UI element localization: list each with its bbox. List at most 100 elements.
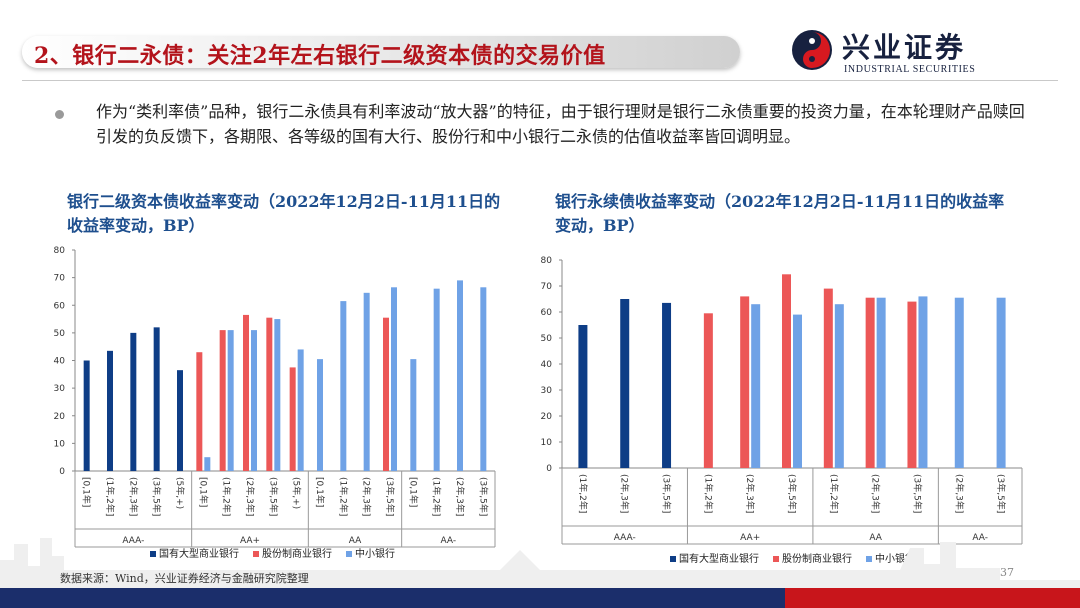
page-number: 37 bbox=[1000, 566, 1014, 579]
bar bbox=[83, 360, 90, 471]
x-group-label: AA bbox=[349, 536, 362, 546]
bar bbox=[620, 299, 630, 468]
legend-swatch bbox=[150, 551, 156, 557]
bar bbox=[457, 280, 463, 471]
title-band bbox=[22, 36, 740, 68]
perpetual-bond-chart: 0 10 20 30 40 50 60 70 80 (1年,2年] (2年,3年] (3年,5年] (1… bbox=[541, 256, 1023, 565]
x-category-label: (5年,+) bbox=[291, 477, 303, 509]
y-tick-label: 60 bbox=[541, 308, 553, 318]
page-title: 2、银行二永债：关注2年左右银行二级资本债的交易价值 bbox=[34, 43, 606, 69]
x-group-label: AA bbox=[869, 533, 882, 543]
x-category-label: (1年,2年] bbox=[221, 477, 233, 516]
city-skyline-decoration bbox=[0, 538, 1080, 588]
y-tick-label: 10 bbox=[54, 439, 66, 449]
bar bbox=[219, 330, 226, 471]
y-tick-label: 0 bbox=[59, 467, 65, 477]
y-tick-label: 70 bbox=[54, 274, 66, 284]
x-category-label: (3年,5年] bbox=[267, 477, 279, 516]
tier2-capital-bond-chart: 0 10 20 30 40 50 60 70 80 [0,1年] (1年,2年] (2年,3年] (3年… bbox=[54, 246, 496, 560]
x-category-label: (3年,5年] bbox=[477, 477, 489, 516]
y-tick-label: 50 bbox=[541, 334, 553, 344]
y-tick-label: 10 bbox=[541, 438, 553, 448]
x-category-label: (3年,5年] bbox=[786, 474, 798, 513]
legend-label: 国有大型商业银行 bbox=[679, 552, 759, 565]
y-tick-label: 30 bbox=[54, 384, 66, 394]
x-category-label: [0,1年] bbox=[197, 477, 209, 507]
bar bbox=[363, 292, 370, 471]
bar bbox=[703, 313, 713, 468]
x-category-label: (1年,2年] bbox=[702, 474, 714, 513]
bar bbox=[274, 319, 281, 471]
data-source-note: 数据来源：Wind，兴业证券经济与金融研究院整理 bbox=[60, 572, 309, 585]
x-category-label: (1年,2年] bbox=[828, 474, 840, 513]
legend-label: 股份制商业银行 bbox=[782, 552, 852, 565]
x-category-label: (2年,3年] bbox=[744, 474, 756, 513]
bar bbox=[251, 330, 257, 471]
y-tick-label: 80 bbox=[54, 246, 66, 256]
x-category-label: (3年,5年] bbox=[911, 474, 923, 513]
legend-swatch bbox=[670, 556, 676, 562]
legend-swatch bbox=[866, 556, 872, 562]
y-tick-label: 20 bbox=[54, 412, 66, 422]
x-category-label: (2年,3年] bbox=[244, 477, 256, 516]
bar bbox=[662, 302, 672, 468]
bar bbox=[107, 350, 113, 471]
bar bbox=[740, 296, 750, 468]
legend-label: 中小银行 bbox=[355, 547, 395, 560]
y-tick-label: 50 bbox=[54, 329, 66, 339]
x-category-label: (5年,+) bbox=[174, 477, 186, 509]
logo-english-name: INDUSTRIAL SECURITIES bbox=[844, 64, 976, 75]
header-divider bbox=[22, 80, 1058, 81]
x-category-label: [0,1年] bbox=[81, 477, 93, 507]
x-category-label: (3年,5年] bbox=[151, 477, 163, 516]
x-group-label: AA- bbox=[972, 533, 988, 543]
bullet-icon bbox=[55, 110, 64, 119]
x-category-label: [0,1年] bbox=[314, 477, 326, 507]
legend-swatch bbox=[773, 556, 779, 562]
x-group-label: AA- bbox=[441, 536, 457, 546]
x-group-label: AAA- bbox=[122, 536, 144, 546]
bar bbox=[317, 359, 323, 471]
bar bbox=[907, 301, 917, 468]
logo-mark-icon bbox=[792, 30, 832, 70]
chart-title-perpetual: 银行永续债收益率变动（2022年12月2日-11月11日的收益率变动，BP） bbox=[555, 192, 1005, 235]
x-category-label: (3年,5年] bbox=[384, 477, 396, 516]
y-tick-label: 40 bbox=[54, 357, 66, 367]
bar bbox=[793, 314, 802, 468]
x-category-label: (2年,3年] bbox=[953, 474, 965, 513]
x-group-label: AA+ bbox=[240, 536, 260, 546]
bar bbox=[578, 325, 588, 468]
bar bbox=[289, 367, 296, 471]
bar bbox=[383, 317, 389, 471]
footer-bar-red bbox=[785, 588, 1080, 608]
bar bbox=[751, 304, 761, 468]
x-category-label: (1年,2年] bbox=[577, 474, 589, 513]
y-tick-label: 20 bbox=[541, 412, 553, 422]
legend-label: 国有大型商业银行 bbox=[159, 547, 239, 560]
x-category-label: (1年,2年] bbox=[337, 477, 349, 516]
x-group-label: AAA- bbox=[614, 533, 636, 543]
bar bbox=[996, 297, 1006, 468]
y-tick-label: 60 bbox=[54, 301, 66, 311]
bar bbox=[876, 297, 886, 468]
legend-swatch bbox=[253, 551, 259, 557]
bar bbox=[130, 332, 137, 471]
footer-bar bbox=[0, 588, 1080, 608]
x-category-label: (2年,3年] bbox=[361, 477, 373, 516]
bar bbox=[918, 296, 928, 468]
x-category-label: (1年,2年] bbox=[104, 477, 116, 516]
bar bbox=[196, 352, 203, 471]
x-category-label: (2年,3年] bbox=[454, 477, 466, 516]
legend-swatch bbox=[346, 551, 352, 557]
bar bbox=[204, 457, 211, 471]
y-tick-label: 0 bbox=[546, 464, 552, 474]
x-group-label: AA+ bbox=[740, 533, 760, 543]
y-tick-label: 40 bbox=[541, 360, 553, 370]
footer-bar-blue bbox=[0, 588, 785, 608]
x-category-label: (3年,5年] bbox=[661, 474, 673, 513]
bar bbox=[177, 370, 183, 471]
x-category-label: [0,1年] bbox=[407, 477, 419, 507]
x-category-label: (2年,3年] bbox=[619, 474, 631, 513]
x-category-label: (1年,2年] bbox=[431, 477, 443, 516]
bar bbox=[391, 287, 397, 471]
